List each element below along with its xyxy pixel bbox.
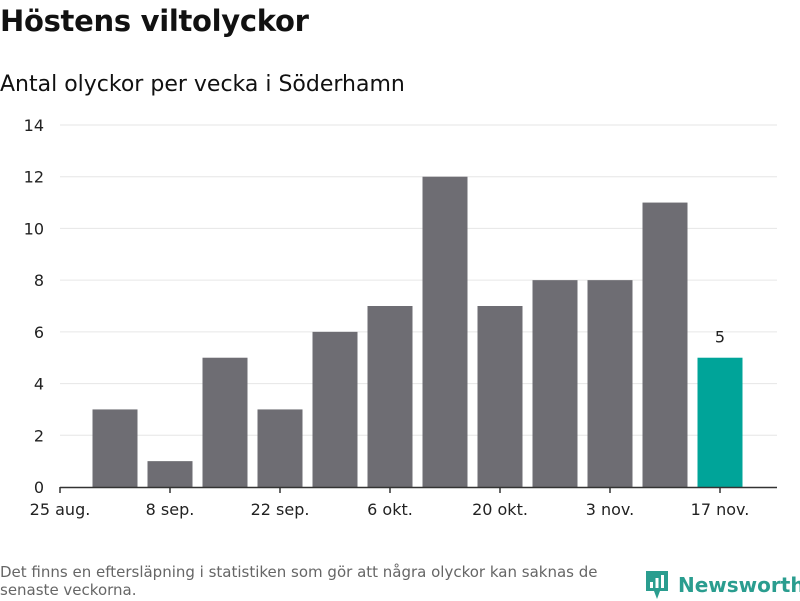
y-tick-label: 10 <box>24 219 44 238</box>
bar <box>147 461 193 487</box>
bar <box>202 357 248 487</box>
bar <box>642 202 688 488</box>
x-tick-label: 22 sep. <box>251 500 310 519</box>
x-tick-label: 17 nov. <box>691 500 750 519</box>
bar <box>257 409 303 487</box>
bar <box>367 306 413 487</box>
x-tick-label: 20 okt. <box>472 500 528 519</box>
footnote: Det finns en eftersläpning i statistiken… <box>0 563 598 599</box>
x-tick-label: 3 nov. <box>586 500 635 519</box>
y-tick-label: 0 <box>34 478 44 497</box>
newsworthy-logo-icon <box>646 571 668 599</box>
highlight-bar <box>697 357 743 487</box>
x-tick-label: 6 okt. <box>367 500 413 519</box>
bar <box>92 409 138 487</box>
data-label: 5 <box>715 328 725 347</box>
x-tick-label: 25 aug. <box>30 500 91 519</box>
y-tick-label: 8 <box>34 271 44 290</box>
bar <box>477 306 523 487</box>
chart-title: Höstens viltolyckor <box>0 4 309 38</box>
y-tick-label: 4 <box>34 375 44 394</box>
brand-logo: Newsworthy <box>644 569 800 601</box>
x-tick-label: 8 sep. <box>146 500 195 519</box>
bar <box>312 331 358 487</box>
y-tick-label: 14 <box>24 116 44 135</box>
bar <box>532 280 578 487</box>
y-tick-label: 6 <box>34 323 44 342</box>
bar <box>422 176 468 487</box>
y-tick-label: 12 <box>24 168 44 187</box>
bar-chart: 0 2 4 6 8 10 12 14 5 25 aug. 8 sep. 22 sep. 6 okt. 20… <box>24 116 777 519</box>
bar <box>587 280 633 487</box>
chart-subtitle: Antal olyckor per vecka i Söderhamn <box>0 72 405 97</box>
y-tick-label: 2 <box>34 426 44 445</box>
brand-name: Newsworthy <box>678 573 800 597</box>
